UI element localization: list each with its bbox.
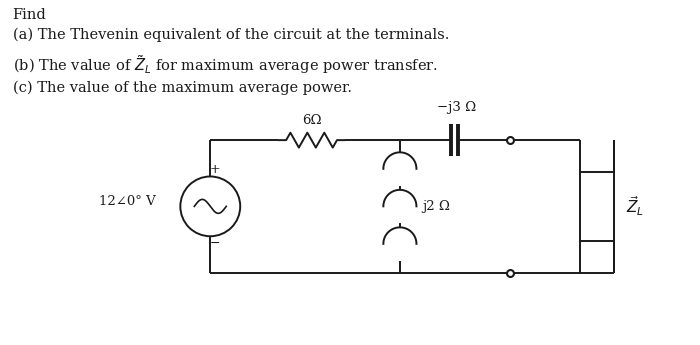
Text: (a) The Thevenin equivalent of the circuit at the terminals.: (a) The Thevenin equivalent of the circu… xyxy=(13,28,449,42)
Text: j2 Ω: j2 Ω xyxy=(422,200,449,213)
Text: (c) The value of the maximum average power.: (c) The value of the maximum average pow… xyxy=(13,80,351,95)
Text: −j3 Ω: −j3 Ω xyxy=(438,101,477,114)
Text: Find: Find xyxy=(13,8,46,22)
Bar xyxy=(580,171,615,241)
Text: $\vec{Z}_L$: $\vec{Z}_L$ xyxy=(626,195,645,218)
Text: −: − xyxy=(210,237,220,250)
Text: (b) The value of $\tilde{Z}_L$ for maximum average power transfer.: (b) The value of $\tilde{Z}_L$ for maxim… xyxy=(13,53,438,76)
Text: +: + xyxy=(210,163,220,176)
Text: 12∠0° V: 12∠0° V xyxy=(99,195,155,208)
Text: 6Ω: 6Ω xyxy=(302,114,321,127)
